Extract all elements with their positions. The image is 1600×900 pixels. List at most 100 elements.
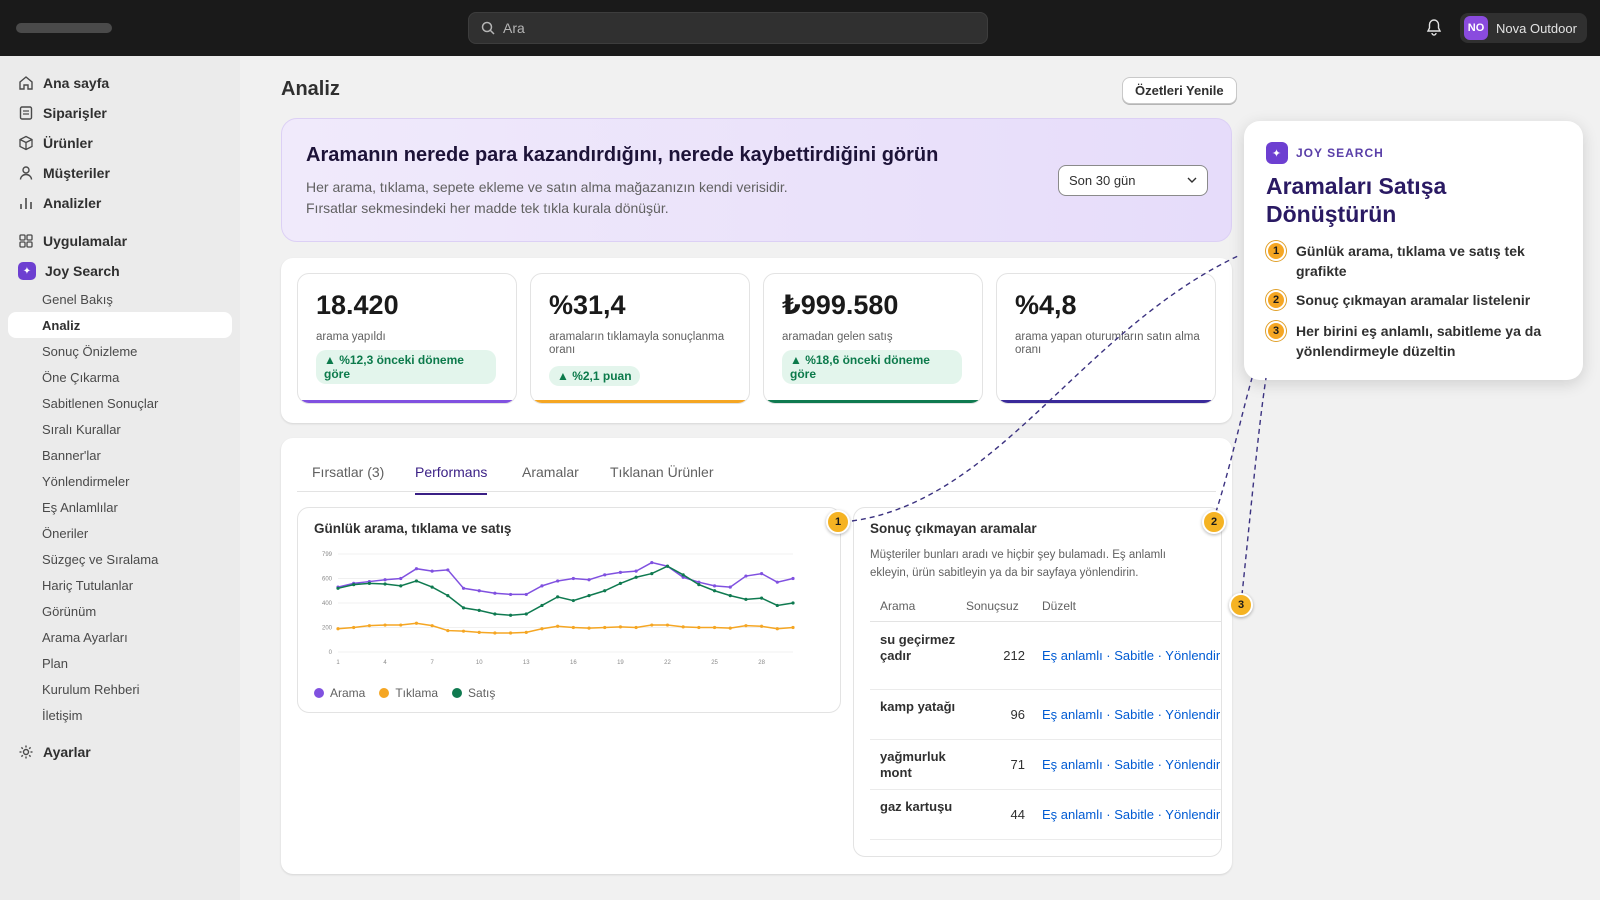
search-icon — [481, 21, 495, 35]
series-point — [493, 591, 497, 595]
sidebar-subitem[interactable]: Süzgeç ve Sıralama — [42, 551, 159, 567]
series-point — [430, 569, 434, 573]
callout-brand-label: JOY SEARCH — [1296, 146, 1384, 160]
series-point — [477, 630, 481, 634]
sidebar-subitem[interactable]: Eş Anlamlılar — [42, 499, 118, 515]
hero-title: Aramanın nerede para kazandırdığını, ner… — [306, 144, 939, 166]
sidebar-subitem[interactable]: Görünüm — [42, 603, 97, 619]
count-cell: 212 — [1003, 648, 1025, 663]
logo[interactable] — [16, 23, 112, 33]
fix-links[interactable]: Eş anlamlı · Sabitle · Yönlendir — [1042, 757, 1221, 772]
sidebar-item-settings[interactable]: Ayarlar — [8, 738, 232, 766]
series-point — [571, 625, 575, 630]
series-point — [477, 608, 481, 612]
product-box-icon — [19, 135, 33, 151]
series-point — [524, 612, 528, 616]
sidebar-subitem[interactable]: Sabitlenen Sonuçlar — [42, 395, 159, 411]
stat-accent-bar — [764, 400, 982, 403]
period-select[interactable]: Son 30 gün — [1058, 165, 1208, 196]
x-tick-label: 13 — [523, 660, 530, 666]
series-point — [681, 625, 685, 629]
tab-searches[interactable]: Aramalar — [522, 464, 579, 480]
sparkle-icon: ✦ — [1266, 142, 1288, 164]
stat-card: %31,4 aramaların tıklamayla sonuçlanma or… — [530, 273, 750, 404]
sidebar-subitem[interactable]: Genel Bakış — [42, 291, 113, 307]
x-tick-label: 7 — [430, 660, 434, 666]
series-point — [744, 574, 748, 578]
sidebar-subitem[interactable]: Plan — [42, 655, 69, 671]
series-point — [634, 625, 638, 630]
sidebar-subitem[interactable]: İletişim — [42, 707, 83, 723]
series-point — [540, 627, 544, 631]
sidebar-item-analytics[interactable]: Analizler — [8, 189, 232, 217]
sidebar-subitem[interactable]: Arama Ayarları — [42, 629, 128, 645]
tab-opportunities[interactable]: Fırsatlar (3) — [312, 464, 385, 480]
x-tick-label: 25 — [711, 660, 718, 666]
sidebar-item-products[interactable]: Ürünler — [8, 129, 232, 157]
refresh-summaries-button[interactable]: Özetleri Yenile — [1122, 77, 1237, 104]
stat-accent-bar — [531, 400, 749, 403]
sidebar-subitem[interactable]: Sonuç Önizleme — [42, 343, 138, 359]
series-point — [556, 624, 560, 628]
sidebar-subitem[interactable]: Analiz — [8, 312, 232, 338]
sidebar-item-apps[interactable]: Uygulamalar — [8, 227, 232, 255]
series-point — [587, 578, 591, 582]
tab-divider — [297, 491, 1216, 492]
series-point — [399, 623, 403, 627]
sidebar-subitem[interactable]: Hariç Tutulanlar — [42, 577, 134, 593]
series-point — [524, 592, 528, 597]
sidebar-item-orders[interactable]: Siparişler — [8, 99, 232, 127]
bar-chart-icon — [20, 198, 32, 209]
fix-links[interactable]: Eş anlamlı · Sabitle · Yönlendir — [1042, 648, 1221, 663]
sidebar-subitem[interactable]: Kurulum Rehberi — [42, 681, 140, 697]
series-point — [461, 629, 466, 633]
sidebar-item-customers[interactable]: Müşteriler — [8, 159, 232, 187]
callout-step-2: 2 Sonuç çıkmayan aramalar listelenir — [1266, 290, 1566, 310]
series-point — [367, 581, 371, 585]
y-tick-label: 600 — [322, 577, 333, 583]
stat-label: aramadan gelen satış — [782, 331, 893, 343]
chart-legend: Arama Tıklama Satış — [314, 686, 495, 700]
series-point — [414, 621, 419, 625]
stat-card: %4,8 arama yapan oturumların satın alma o… — [996, 273, 1216, 404]
series-point — [728, 594, 732, 598]
callout-step-1: 1 Günlük arama, tıklama ve satış tek graf… — [1266, 241, 1566, 281]
series-point — [493, 631, 497, 635]
sidebar-subitem[interactable]: Banner'lar — [42, 447, 101, 463]
apps-grid-icon — [19, 234, 33, 248]
y-tick-label: 400 — [322, 601, 333, 607]
sidebar-subitem[interactable]: Öne Çıkarma — [42, 369, 120, 385]
no-result-searches-panel: Sonuç çıkmayan aramalar Müşteriler bunla… — [853, 507, 1222, 857]
series-point — [665, 623, 670, 627]
x-tick-label: 10 — [476, 660, 483, 666]
query-cell: gaz kartuşu — [880, 799, 953, 814]
series-point — [618, 625, 623, 629]
sidebar-item-joy-search[interactable]: ✦ Joy Search — [8, 257, 232, 285]
table-row: su geçirmez çadır 212 Eş anlamlı · Sabitle… — [870, 622, 1221, 690]
sidebar-subitem[interactable]: Sıralı Kurallar — [42, 421, 121, 437]
annotation-marker-2: 2 — [1202, 510, 1226, 534]
fix-links[interactable]: Eş anlamlı · Sabitle · Yönlendir — [1042, 707, 1221, 722]
daily-chart-panel: Günlük arama, tıklama ve satış 0 200 400 60… — [297, 507, 841, 713]
stat-delta-badge: ▲ %18,6 önceki döneme göre — [782, 350, 962, 384]
column-header-count: Sonuçsuz — [966, 599, 1019, 613]
sidebar-subitem[interactable]: Öneriler — [42, 525, 89, 541]
sidebar-item-home[interactable]: Ana sayfa — [8, 69, 232, 97]
bell-icon[interactable] — [1426, 18, 1442, 41]
search-input[interactable]: Ara — [468, 12, 988, 44]
annotation-marker-3: 3 — [1229, 593, 1253, 617]
y-tick-label: 799 — [322, 552, 333, 558]
tab-performance[interactable]: Performans — [415, 464, 488, 495]
series-point — [728, 585, 732, 589]
series-point — [461, 586, 466, 590]
series-point — [760, 572, 764, 576]
series-point — [414, 567, 419, 571]
stat-value: 18.420 — [316, 290, 399, 320]
orders-icon — [19, 106, 33, 120]
sidebar-subitem[interactable]: Yönlendirmeler — [42, 473, 130, 489]
tab-clicked-products[interactable]: Tıklanan Ürünler — [610, 464, 714, 480]
store-menu[interactable]: NO Nova Outdoor — [1460, 13, 1587, 43]
search-placeholder: Ara — [503, 20, 525, 36]
stat-accent-bar — [298, 400, 516, 403]
fix-links[interactable]: Eş anlamlı · Sabitle · Yönlendir — [1042, 807, 1221, 822]
